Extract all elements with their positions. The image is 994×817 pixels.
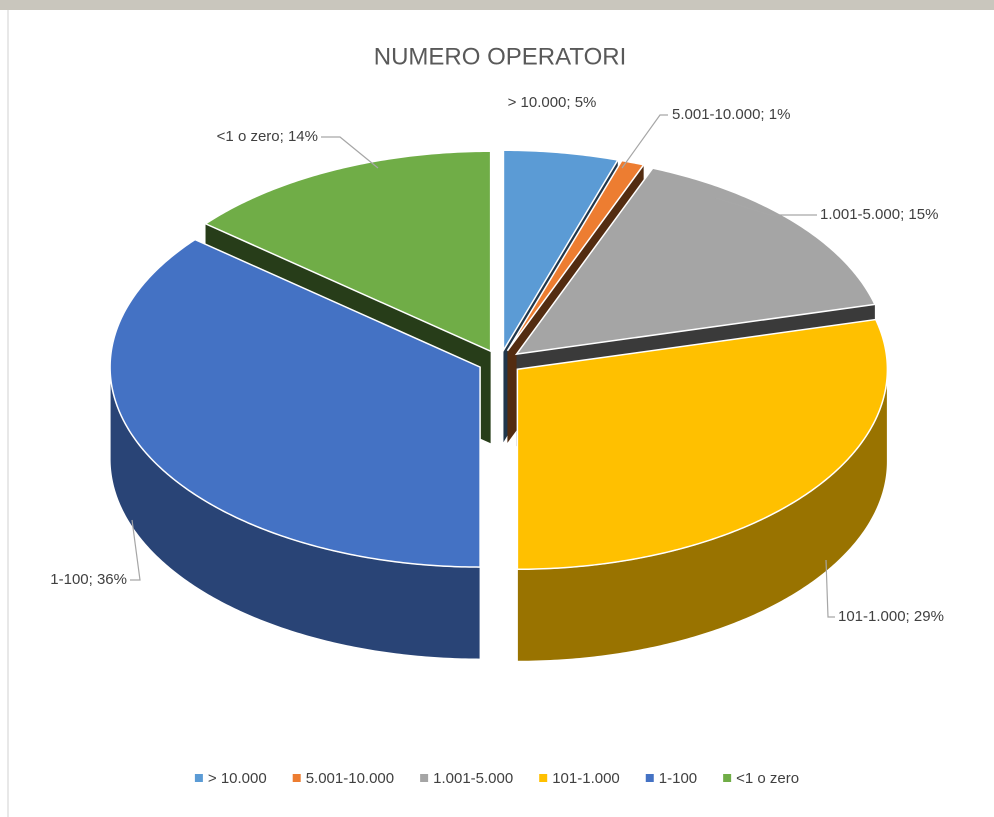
legend-label: 1.001-5.000 xyxy=(433,770,513,787)
data-label: 5.001-10.000; 1% xyxy=(672,106,790,123)
data-labels: > 10.000; 5% 5.001-10.000; 1% 1.001-5.000;… xyxy=(50,94,944,625)
leader-line xyxy=(825,559,835,618)
data-label: 1-100; 36% xyxy=(50,571,127,588)
leader-line xyxy=(321,136,379,169)
slice xyxy=(516,318,889,662)
legend-swatch xyxy=(645,774,654,782)
legend-label: <1 o zero xyxy=(736,770,799,787)
slice-top xyxy=(514,167,877,356)
slice-top xyxy=(203,150,492,353)
leader-line xyxy=(715,197,817,216)
leader-line xyxy=(130,519,141,581)
data-label: > 10.000; 5% xyxy=(508,94,597,111)
slice-top xyxy=(516,318,889,571)
leader-line xyxy=(621,114,668,169)
legend-label: 1-100 xyxy=(659,770,697,787)
legend-swatch xyxy=(723,774,732,782)
data-label: <1 o zero; 14% xyxy=(217,128,318,145)
chart-title: NUMERO OPERATORI xyxy=(374,43,626,70)
slice-top xyxy=(109,238,481,568)
legend: > 10.000 5.001-10.000 1.001-5.000 101-1.000… xyxy=(194,770,799,787)
slice-top xyxy=(506,159,645,352)
legend-swatch xyxy=(292,774,301,782)
slice-top xyxy=(502,149,619,353)
data-label: 101-1.000; 29% xyxy=(838,608,944,625)
legend-label: 5.001-10.000 xyxy=(306,770,394,787)
legend-swatch xyxy=(539,774,548,782)
slice xyxy=(109,238,481,660)
data-label: 1.001-5.000; 15% xyxy=(820,206,938,223)
pie xyxy=(109,149,889,662)
top-strip xyxy=(0,0,994,10)
legend-label: 101-1.000 xyxy=(552,770,620,787)
legend-swatch xyxy=(194,774,203,782)
legend-swatch xyxy=(420,774,429,782)
legend-label: > 10.000 xyxy=(208,770,267,787)
